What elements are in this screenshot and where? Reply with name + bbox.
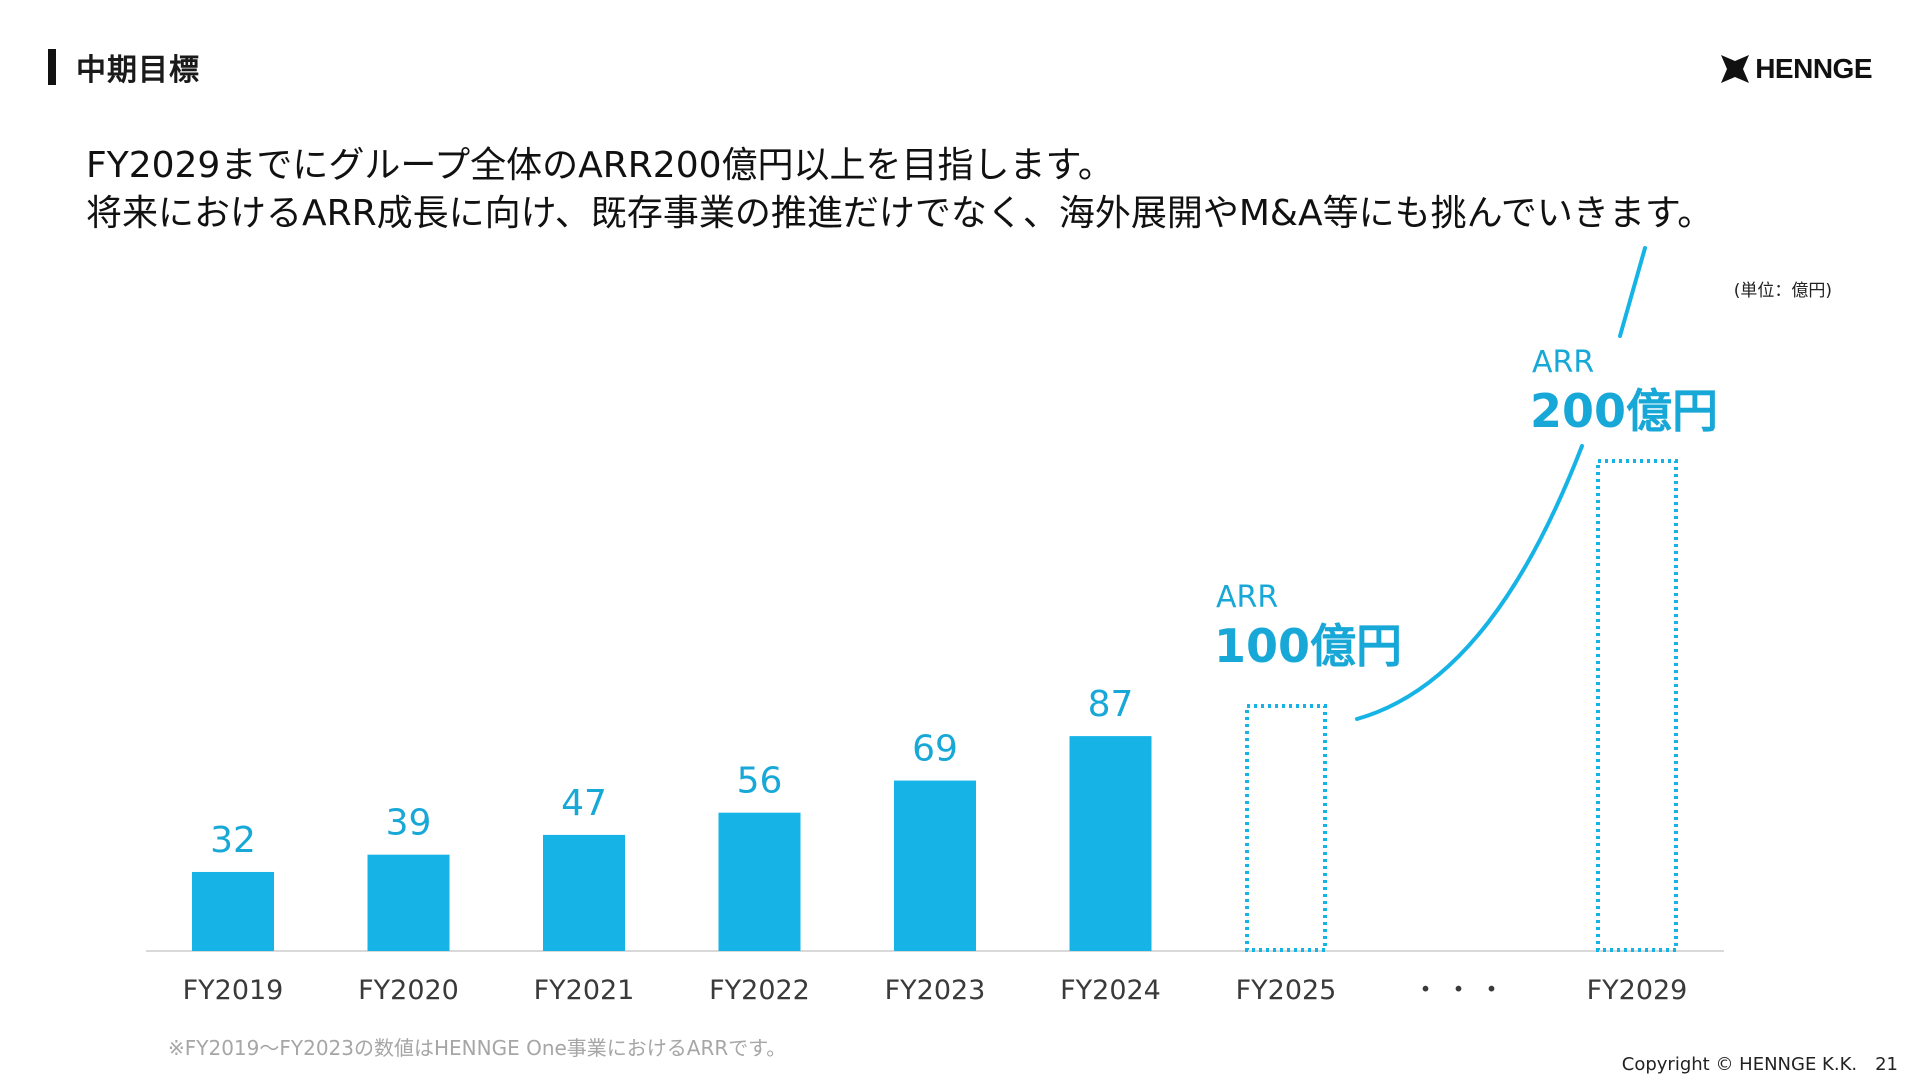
tick-label-fy2019: FY2019 <box>183 975 284 1006</box>
growth-curve <box>1355 444 1584 721</box>
target-arr-label-fy2025: ARR <box>1216 580 1278 615</box>
tick-label-fy2020: FY2020 <box>358 975 459 1006</box>
slide-heading: 中期目標 <box>48 48 200 88</box>
tick-label-ellipsis: ・・・ <box>1412 975 1511 1006</box>
bar-fy2021 <box>543 834 625 951</box>
target-bar-fy2029 <box>1596 459 1678 952</box>
unit-note: (単位：億円) <box>1733 281 1832 301</box>
footnote: ※FY2019〜FY2023の数値はHENNGE One事業におけるARRです。 <box>168 1036 787 1060</box>
target-arr-label-fy2029: ARR <box>1532 345 1594 380</box>
lead-text: FY2029までにグループ全体のARR200億円以上を目指します。 将来における… <box>86 142 1713 238</box>
lead-line-1: FY2029までにグループ全体のARR200億円以上を目指します。 <box>86 145 1114 186</box>
tick-label-fy2021: FY2021 <box>534 975 635 1006</box>
bar-fy2020 <box>367 854 450 951</box>
data-label-fy2022: 56 <box>737 761 783 802</box>
bar-fy2023 <box>894 780 976 951</box>
henngelogo-icon <box>1721 55 1750 83</box>
growth-curve-extension <box>1618 246 1647 338</box>
page-title: 中期目標 <box>76 53 200 88</box>
data-label-fy2019: 32 <box>210 820 256 861</box>
tick-label-fy2025: FY2025 <box>1236 975 1337 1006</box>
lead-line-2: 将来におけるARR成長に向け、既存事業の推進だけでなく、海外展開やM&A等にも挑… <box>86 193 1714 234</box>
tick-label-fy2024: FY2024 <box>1060 975 1161 1006</box>
data-label-fy2020: 39 <box>386 803 432 844</box>
page-number: 21 <box>1875 1054 1898 1075</box>
target-value-label-fy2025: 100億円 <box>1214 619 1402 673</box>
data-label-fy2021: 47 <box>561 783 607 824</box>
copyright: Copyright © HENNGE K.K. 21 <box>1622 1054 1898 1075</box>
bar-fy2019 <box>192 871 274 951</box>
henngelogo: HENNGE <box>1719 52 1872 86</box>
copyright-text: Copyright © HENNGE K.K. <box>1621 1054 1858 1075</box>
target-value-label-fy2029: 200億円 <box>1530 384 1718 438</box>
data-label-fy2024: 87 <box>1088 684 1134 725</box>
bar-fy2022 <box>718 812 801 951</box>
tick-label-fy2022: FY2022 <box>709 975 810 1006</box>
bar-fy2024 <box>1069 736 1152 951</box>
logo-text: HENNGE <box>1755 53 1872 84</box>
data-label-fy2023: 69 <box>912 729 958 770</box>
tick-label-fy2029: FY2029 <box>1587 975 1688 1006</box>
tick-label-fy2023: FY2023 <box>885 975 986 1006</box>
target-bar-fy2025 <box>1245 704 1327 952</box>
heading-marker <box>48 49 56 85</box>
